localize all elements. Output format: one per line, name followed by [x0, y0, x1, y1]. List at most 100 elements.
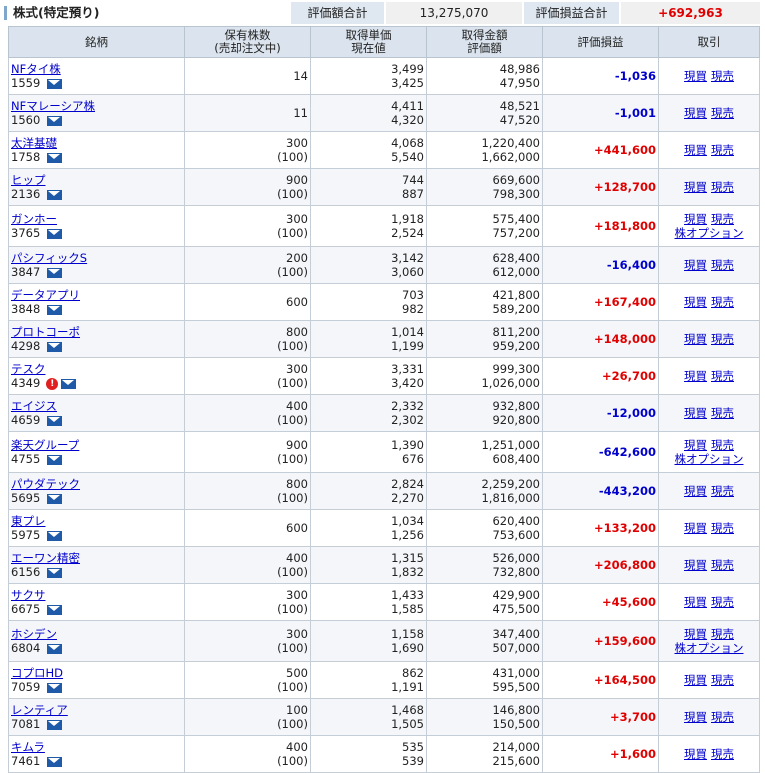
stock-name-link[interactable]: レンティア — [11, 703, 68, 717]
table-row: エイジス 4659 400 (100) 2,332 2,302 932,800 920,800… — [8, 394, 760, 432]
stock-name-link[interactable]: データアプリ — [11, 288, 80, 302]
buy-link[interactable]: 現買 — [684, 143, 707, 157]
eval-amount-value: 47,950 — [499, 76, 540, 90]
buy-link[interactable]: 現買 — [684, 369, 707, 383]
current-price-value: 1,690 — [391, 641, 424, 655]
buy-link[interactable]: 現買 — [684, 484, 707, 498]
current-price-value: 1,199 — [391, 339, 424, 353]
mail-icon[interactable] — [47, 228, 63, 239]
stock-name-link[interactable]: テスク — [11, 362, 46, 376]
sell-link[interactable]: 現売 — [711, 332, 734, 346]
current-price-value: 3,425 — [391, 76, 424, 90]
mail-icon[interactable] — [47, 682, 63, 693]
stock-option-link[interactable]: 株オプション — [674, 226, 744, 240]
buy-link[interactable]: 現買 — [684, 406, 707, 420]
cost-price-value: 1,034 — [391, 514, 424, 528]
stock-name-link[interactable]: 楽天グループ — [11, 438, 80, 452]
table-row: NFマレーシア株 1560 11 4,411 4,320 48,521 47,520 -1,0… — [8, 94, 760, 132]
mail-icon[interactable] — [47, 719, 63, 730]
mail-icon[interactable] — [47, 115, 63, 126]
stock-name-link[interactable]: ガンホー — [11, 212, 57, 226]
mail-icon[interactable] — [47, 341, 63, 352]
sell-link[interactable]: 現売 — [711, 627, 734, 641]
stock-name-link[interactable]: NFマレーシア株 — [11, 99, 95, 113]
alert-icon[interactable]: ! — [46, 377, 59, 390]
qty-cell: 14 — [184, 57, 311, 95]
mail-icon[interactable] — [47, 267, 63, 278]
stock-name-link[interactable]: NFタイ株 — [11, 62, 61, 76]
sell-link[interactable]: 現売 — [711, 406, 734, 420]
stock-name-link[interactable]: プロトコーポ — [11, 325, 80, 339]
buy-link[interactable]: 現買 — [684, 673, 707, 687]
stock-name-link[interactable]: ヒップ — [11, 173, 46, 187]
stock-name-link[interactable]: コプロHD — [11, 666, 64, 680]
stock-name-link[interactable]: エーワン精密 — [11, 551, 80, 565]
buy-link[interactable]: 現買 — [684, 710, 707, 724]
sell-link[interactable]: 現売 — [711, 747, 734, 761]
sell-link[interactable]: 現売 — [711, 180, 734, 194]
sell-link[interactable]: 現売 — [711, 295, 734, 309]
sell-link[interactable]: 現売 — [711, 143, 734, 157]
stock-option-link[interactable]: 株オプション — [674, 641, 744, 655]
cost-amount-value: 421,800 — [492, 288, 540, 302]
sell-link[interactable]: 現売 — [711, 558, 734, 572]
buy-link[interactable]: 現買 — [684, 332, 707, 346]
mail-icon[interactable] — [47, 493, 63, 504]
stock-name-link[interactable]: 太洋基礎 — [11, 136, 57, 150]
pl-cell: +148,000 — [542, 320, 659, 358]
cost-amount-value: 526,000 — [492, 551, 540, 565]
mail-icon[interactable] — [47, 530, 63, 541]
sell-link[interactable]: 現売 — [711, 438, 734, 452]
eval-amount-value: 215,600 — [492, 754, 540, 768]
mail-icon[interactable] — [47, 78, 63, 89]
section-title: 株式(特定預り) — [4, 6, 99, 20]
stock-code: 7081 — [11, 717, 41, 731]
buy-link[interactable]: 現買 — [684, 438, 707, 452]
sell-link[interactable]: 現売 — [711, 369, 734, 383]
cost-price-value: 862 — [402, 666, 424, 680]
sell-link[interactable]: 現売 — [711, 521, 734, 535]
mail-icon[interactable] — [47, 415, 63, 426]
buy-link[interactable]: 現買 — [684, 558, 707, 572]
buy-link[interactable]: 現買 — [684, 180, 707, 194]
stock-name-link[interactable]: 東プレ — [11, 514, 46, 528]
mail-icon[interactable] — [47, 756, 63, 767]
sell-link[interactable]: 現売 — [711, 258, 734, 272]
eval-amount-value: 753,600 — [492, 528, 540, 542]
stock-name-link[interactable]: パシフィックS — [11, 251, 88, 265]
buy-link[interactable]: 現買 — [684, 747, 707, 761]
trade-cell: 現買 現売 — [658, 472, 760, 510]
mail-icon[interactable] — [47, 643, 63, 654]
buy-link[interactable]: 現買 — [684, 595, 707, 609]
mail-icon[interactable] — [47, 567, 63, 578]
sell-link[interactable]: 現売 — [711, 484, 734, 498]
buy-link[interactable]: 現買 — [684, 258, 707, 272]
mail-icon[interactable] — [47, 454, 63, 465]
stock-name-link[interactable]: ホシデン — [11, 627, 57, 641]
buy-link[interactable]: 現買 — [684, 627, 707, 641]
sell-link[interactable]: 現売 — [711, 106, 734, 120]
sell-link[interactable]: 現売 — [711, 673, 734, 687]
stock-option-link[interactable]: 株オプション — [674, 452, 744, 466]
mail-icon[interactable] — [47, 189, 63, 200]
sell-link[interactable]: 現売 — [711, 710, 734, 724]
buy-link[interactable]: 現買 — [684, 69, 707, 83]
stock-name-link[interactable]: キムラ — [11, 740, 45, 754]
buy-link[interactable]: 現買 — [684, 295, 707, 309]
stock-name-link[interactable]: サクサ — [11, 588, 46, 602]
sell-link[interactable]: 現売 — [711, 212, 734, 226]
stock-name-link[interactable]: パウダテック — [11, 477, 80, 491]
mail-icon[interactable] — [47, 152, 63, 163]
sell-link[interactable]: 現売 — [711, 595, 734, 609]
mail-icon[interactable] — [47, 304, 63, 315]
buy-link[interactable]: 現買 — [684, 212, 707, 226]
stock-name-link[interactable]: エイジス — [11, 399, 57, 413]
price-cell: 1,468 1,505 — [310, 698, 427, 736]
sell-link[interactable]: 現売 — [711, 69, 734, 83]
buy-link[interactable]: 現買 — [684, 521, 707, 535]
mail-icon[interactable] — [61, 378, 77, 389]
mail-icon[interactable] — [47, 604, 63, 615]
amount-cell: 431,000 595,500 — [426, 661, 543, 699]
buy-link[interactable]: 現買 — [684, 106, 707, 120]
trade-cell: 現買 現売 — [658, 661, 760, 699]
